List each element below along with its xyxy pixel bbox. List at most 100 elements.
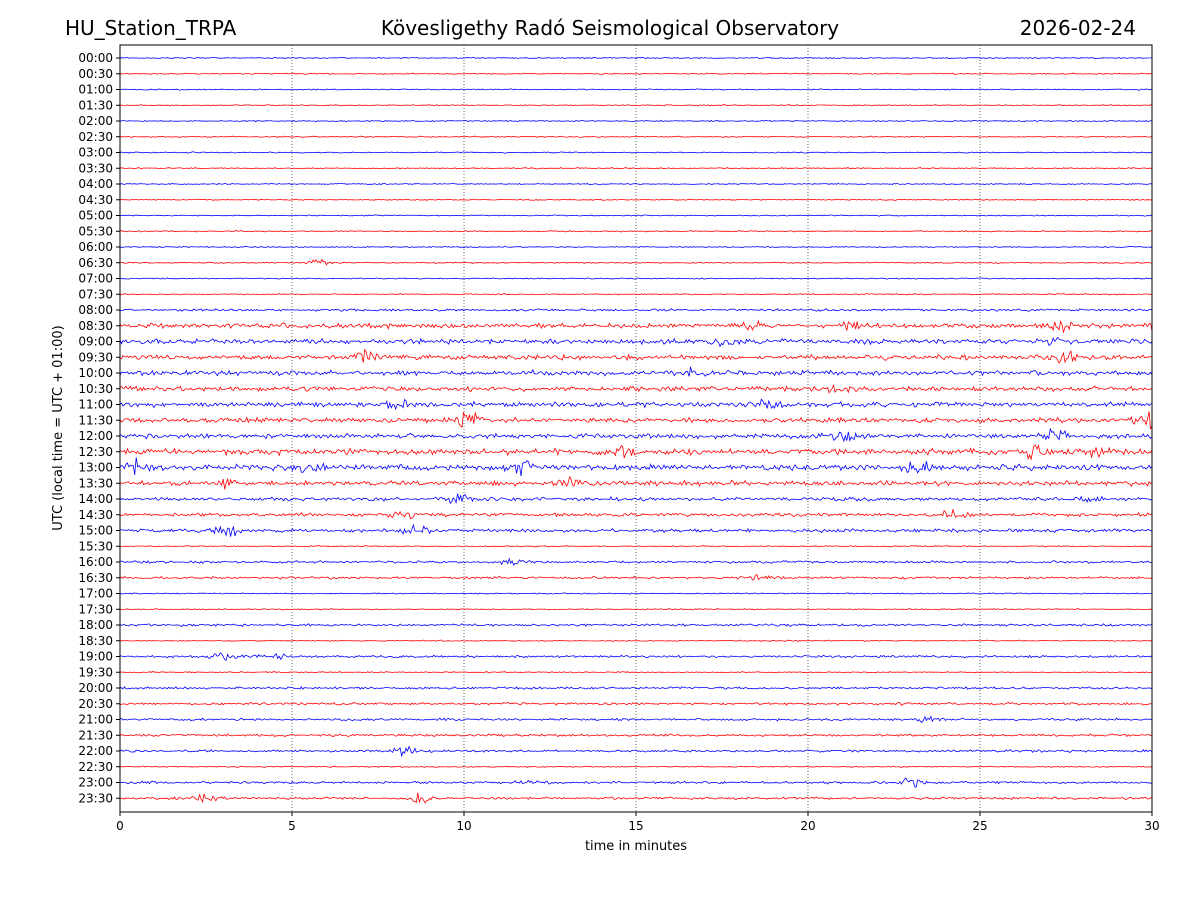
trace-1000	[119, 366, 1153, 377]
trace-2030	[120, 701, 1153, 706]
y-tick-label: 22:30	[78, 760, 113, 774]
trace-0400	[119, 182, 1153, 186]
y-tick-label: 00:30	[78, 67, 113, 81]
y-tick-label: 21:00	[78, 713, 113, 727]
y-tick-label: 11:30	[78, 413, 113, 427]
trace-0000	[119, 56, 1153, 60]
trace-1900	[119, 652, 1153, 661]
y-tick-label: 04:30	[78, 193, 113, 207]
trace-1830	[119, 639, 1153, 642]
y-tick-label: 01:00	[78, 83, 113, 97]
trace-1630	[119, 573, 1153, 581]
y-tick-label: 13:30	[78, 476, 113, 490]
y-tick-label: 10:00	[78, 366, 113, 380]
trace-2330	[119, 792, 1153, 804]
y-tick-label: 21:30	[78, 728, 113, 742]
grid-lines	[291, 45, 981, 812]
y-axis-label: UTC (local time = UTC + 01:00)	[51, 325, 66, 530]
trace-0030	[119, 72, 1152, 75]
y-tick-label: 19:30	[78, 665, 113, 679]
x-tick-label: 10	[456, 819, 471, 833]
plot-frame	[119, 44, 1153, 813]
trace-0930	[119, 348, 1152, 364]
x-tick-label: 15	[628, 819, 643, 833]
y-tick-label: 05:30	[78, 224, 113, 238]
trace-1030	[119, 384, 1153, 394]
y-tick-label: 16:30	[78, 571, 113, 585]
trace-1700	[120, 592, 1153, 595]
y-tick-label: 02:30	[78, 130, 113, 144]
y-tick-label: 12:30	[78, 445, 113, 459]
y-tick-label: 20:00	[78, 681, 113, 695]
trace-2130	[119, 733, 1153, 738]
trace-1230	[119, 444, 1153, 461]
trace-0130	[119, 104, 1153, 107]
y-tick-label: 19:00	[78, 650, 113, 664]
trace-0330	[119, 167, 1153, 170]
y-tick-label: 07:30	[78, 287, 113, 301]
trace-0500	[119, 214, 1153, 217]
y-tick-label: 04:00	[78, 177, 113, 191]
trace-1530	[120, 545, 1153, 548]
trace-0900	[119, 336, 1153, 348]
trace-1330	[119, 475, 1153, 490]
trace-2100	[119, 715, 1153, 724]
y-tick-label: 17:00	[78, 587, 113, 601]
y-tick-label: 08:00	[78, 303, 113, 317]
y-tick-label: 07:00	[78, 272, 113, 286]
trace-0830	[119, 319, 1153, 333]
y-tick-label: 00:00	[78, 51, 113, 65]
y-tick-label: 16:00	[78, 555, 113, 569]
y-tick-label: 13:00	[78, 461, 113, 475]
trace-0300	[119, 151, 1153, 154]
y-tick-label: 11:00	[78, 398, 113, 412]
station-name: HU_Station_TRPA	[65, 16, 237, 40]
chart-date: 2026-02-24	[1020, 16, 1136, 40]
trace-0230	[119, 135, 1152, 138]
y-tick-label: 20:30	[78, 697, 113, 711]
y-tick-label: 08:30	[78, 319, 113, 333]
trace-0200	[119, 119, 1153, 123]
y-tick-label: 15:30	[78, 539, 113, 553]
y-tick-label: 03:00	[78, 146, 113, 160]
trace-0700	[119, 277, 1153, 280]
trace-1400	[119, 493, 1153, 505]
trace-1100	[119, 398, 1153, 411]
trace-1930	[119, 671, 1153, 674]
trace-2300	[119, 777, 1153, 788]
trace-0530	[119, 230, 1153, 233]
y-tick-label: 23:00	[78, 776, 113, 790]
x-tick-label: 0	[116, 819, 124, 833]
trace-1730	[120, 608, 1153, 611]
trace-0100	[119, 88, 1153, 91]
x-tick-label: 5	[288, 819, 296, 833]
y-tick-label: 09:30	[78, 350, 113, 364]
chart-title: Kövesligethy Radó Seismological Observat…	[381, 16, 839, 40]
x-tick-label: 20	[800, 819, 815, 833]
y-tick-label: 15:00	[78, 524, 113, 538]
x-axis-label: time in minutes	[585, 839, 687, 854]
trace-2200	[119, 745, 1153, 758]
y-tick-label: 05:00	[78, 209, 113, 223]
trace-1130	[119, 411, 1153, 430]
trace-1800	[119, 623, 1152, 628]
y-tick-label: 22:00	[78, 744, 113, 758]
y-tick-label: 17:30	[78, 602, 113, 616]
trace-0600	[119, 245, 1153, 249]
trace-2230	[119, 765, 1153, 768]
y-tick-label: 06:30	[78, 256, 113, 270]
trace-0430	[119, 198, 1153, 201]
x-tick-label: 30	[1144, 819, 1159, 833]
trace-0730	[119, 293, 1153, 296]
y-tick-label: 14:30	[78, 508, 113, 522]
y-tick-label: 14:00	[78, 492, 113, 506]
trace-2000	[119, 686, 1153, 690]
trace-1500	[119, 523, 1153, 537]
y-tick-label: 06:00	[78, 240, 113, 254]
trace-1430	[119, 509, 1153, 520]
trace-1600	[119, 557, 1153, 567]
y-tick-label: 01:30	[78, 98, 113, 112]
y-tick-label: 03:30	[78, 161, 113, 175]
